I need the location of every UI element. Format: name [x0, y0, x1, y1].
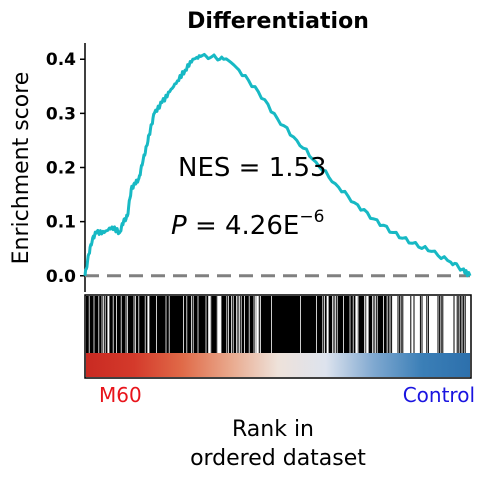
p-symbol: P — [171, 211, 187, 241]
y-axis-label: Enrichment score — [9, 72, 34, 265]
y-tick-label: 0.0 — [46, 267, 76, 287]
p-value-exponent: −6 — [299, 207, 324, 227]
group-label-control: Control — [403, 383, 475, 407]
p-value-annotation: P = 4.26E−6 — [171, 207, 324, 241]
y-tick-label: 0.3 — [46, 104, 76, 124]
chart-title: Differentiation — [187, 9, 369, 34]
y-tick-label: 0.2 — [46, 159, 76, 179]
rank-metric-gradient — [86, 353, 470, 377]
enrichment-score-line — [83, 52, 472, 278]
p-value-text: = 4.26E — [187, 211, 300, 241]
x-axis-label-line2: ordered dataset — [190, 446, 366, 471]
y-ticks: 0.0 0.1 0.2 0.3 0.4 — [46, 50, 85, 287]
y-tick-label: 0.1 — [46, 213, 76, 233]
group-label-m60: M60 — [99, 383, 142, 407]
rank-panel-border — [84, 294, 472, 379]
y-tick-label: 0.4 — [46, 50, 76, 70]
nes-annotation: NES = 1.53 — [178, 153, 327, 183]
gene-hit-barcode — [86, 296, 466, 353]
x-axis-label-line1: Rank in — [232, 417, 314, 442]
